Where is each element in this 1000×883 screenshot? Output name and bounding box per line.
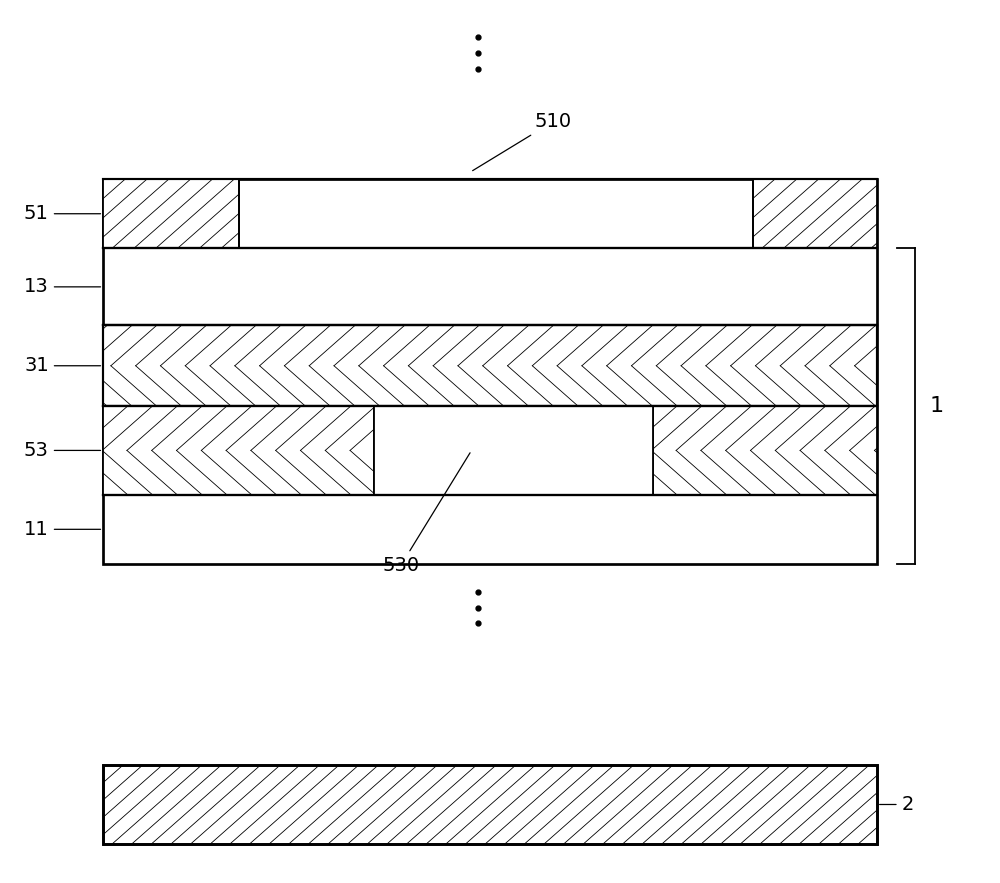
Bar <box>103 406 374 494</box>
Text: 31: 31 <box>24 356 101 375</box>
Text: 53: 53 <box>24 441 101 460</box>
Bar <box>103 179 877 564</box>
Bar <box>103 766 877 844</box>
Bar <box>374 406 653 494</box>
Text: 51: 51 <box>24 204 101 223</box>
Text: 510: 510 <box>473 112 572 170</box>
Bar <box>653 406 877 494</box>
Bar <box>753 179 877 248</box>
Text: 13: 13 <box>24 277 101 297</box>
Text: 530: 530 <box>382 453 470 575</box>
Bar <box>103 179 239 248</box>
Bar <box>103 325 877 406</box>
Text: 1: 1 <box>929 396 944 416</box>
Bar <box>103 766 877 844</box>
Text: 11: 11 <box>24 520 101 539</box>
Text: 2: 2 <box>880 795 914 814</box>
